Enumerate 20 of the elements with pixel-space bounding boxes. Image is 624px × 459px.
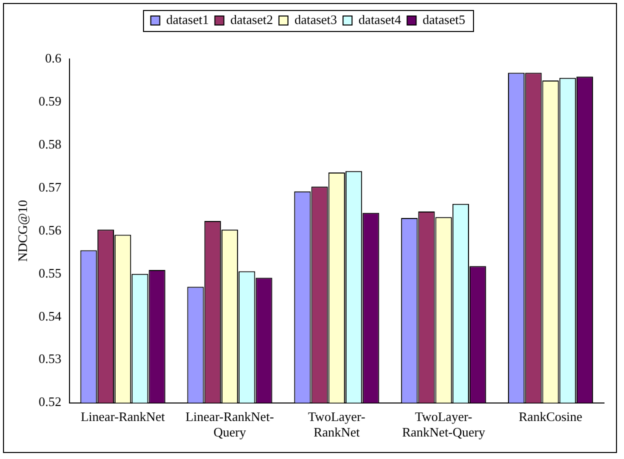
y-tick-label: 0.59 <box>38 93 62 108</box>
y-tick-label: 0.56 <box>38 222 62 238</box>
y-tick-label: 0.58 <box>38 136 62 152</box>
y-tick-label: 0.55 <box>38 265 62 280</box>
y-tick-label: 0.52 <box>38 394 62 410</box>
legend-label: dataset4 <box>358 12 402 27</box>
y-tick-label: 0.54 <box>38 308 62 324</box>
x-tick-label: Linear-RankNet- Query <box>185 409 274 440</box>
y-tick-label: 0.6 <box>45 50 62 66</box>
y-tick-label: 0.57 <box>38 179 62 194</box>
legend-label: dataset3 <box>294 12 338 27</box>
x-tick-label: TwoLayer- RankNet-Query <box>402 409 486 440</box>
legend-label: dataset2 <box>230 12 273 27</box>
legend-label: dataset1 <box>166 12 209 27</box>
x-tick-label: TwoLayer- RankNet <box>308 409 366 440</box>
y-axis-title: NDCG@10 <box>15 200 30 262</box>
x-tick-label: RankCosine <box>518 409 583 424</box>
y-tick-label: 0.53 <box>38 351 62 366</box>
x-tick-label: Linear-RankNet <box>80 409 166 424</box>
legend-label: dataset5 <box>422 12 466 27</box>
